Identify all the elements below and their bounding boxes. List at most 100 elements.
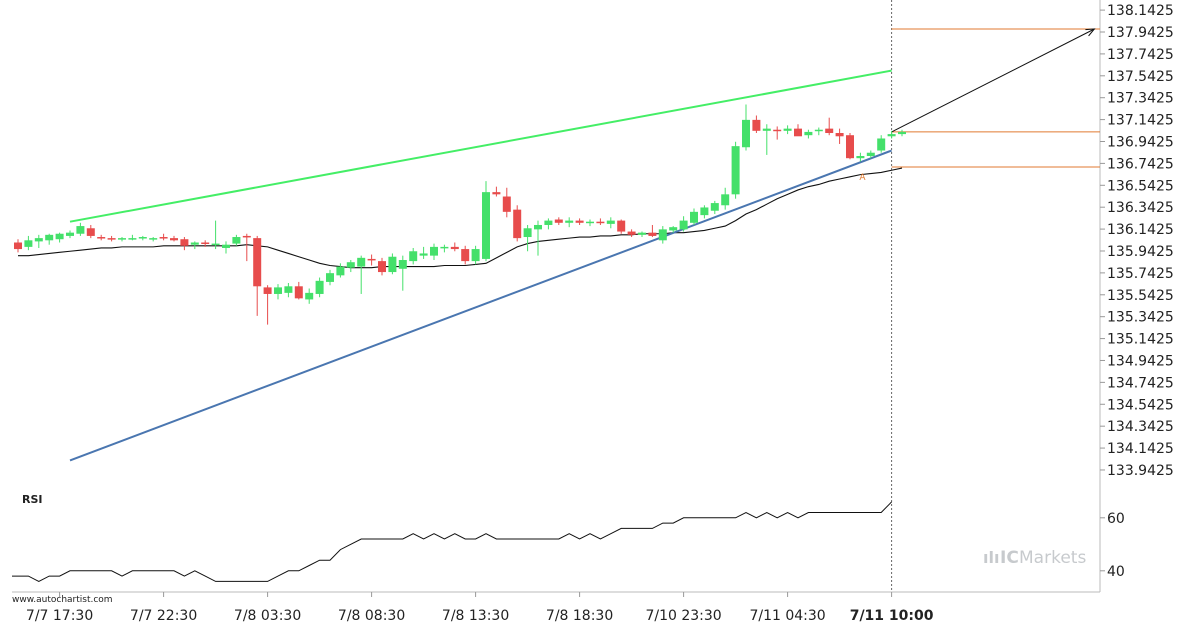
candle-body [513,209,522,239]
candle-body [471,249,480,262]
candle-body [523,228,532,238]
candle-body [222,244,230,248]
x-tick-label: 7/8 08:30 [338,608,405,624]
candle-body [627,231,636,235]
candle-body [762,128,771,131]
candle-body [794,128,802,137]
candle-body [201,242,210,244]
candle-body [690,211,698,223]
candle-body [138,237,147,239]
y-tick-label: 137.9425 [1107,25,1174,41]
logo-ic: IC [1000,548,1019,568]
candle-body [804,131,813,136]
candle-body [253,238,262,287]
x-tick-label: 7/8 18:30 [546,608,613,624]
candle-body [180,239,189,246]
forecast-arrow-head [1085,28,1096,37]
candle-body [211,243,220,246]
candle-body [669,227,678,231]
candle-body [263,287,272,294]
y-tick-label: 135.1425 [1107,332,1174,348]
candle-body [450,246,459,250]
y-tick-label: 135.3425 [1107,310,1174,326]
rsi-line [12,501,892,582]
candle-body [721,194,730,206]
y-tick-label: 136.5425 [1107,178,1174,194]
candle-body [710,203,719,211]
candle-body [190,242,199,245]
logo-markets: Markets [1019,548,1086,568]
candle-body [398,260,407,269]
logo-bars-icon: ılı [983,548,999,567]
candle-body [388,256,397,273]
candle-body [482,192,490,259]
y-tick-label: 137.3425 [1107,91,1174,107]
candle-body [86,228,95,236]
x-tick-label: 7/11 04:30 [749,608,825,624]
y-tick-label: 133.9425 [1107,463,1174,479]
overlay-layer: A [18,0,1100,592]
candle-body [97,237,106,239]
candle-body [409,251,418,262]
candle-body [648,232,657,236]
candle-body [149,238,158,240]
candle-body [554,219,563,223]
candle-body [232,237,241,244]
candle-body [887,134,896,137]
x-tick-label: 7/8 13:30 [442,608,509,624]
rsi-y-tick-label: 60 [1107,511,1125,527]
x-tick-label: 7/8 03:30 [234,608,301,624]
candle-body [294,286,303,299]
source-credit: www.autochartist.com [12,595,113,605]
candle-body [783,128,792,131]
candle-body [24,240,33,247]
candle-body [284,286,293,293]
candle-body [492,192,501,195]
candle-body [305,292,314,300]
candle-body [76,226,85,234]
pattern-marker-label: A [859,173,866,183]
candle-body [66,232,74,236]
candle-body [461,249,470,262]
candle-body [336,266,345,276]
forecast-arrow-line [891,28,1095,133]
moving-average-line [18,167,903,269]
broker-logo: ılı IC Markets [983,548,1086,568]
candle-body [34,238,43,242]
y-tick-label: 135.5425 [1107,288,1174,304]
candle-body [866,152,875,157]
candle-body [638,232,646,235]
candle-body [159,237,168,239]
x-tick-label: 7/10 23:30 [645,608,721,624]
candle-body [700,207,709,216]
candle-body [326,273,334,282]
x-tick-label: 7/7 22:30 [130,608,197,624]
y-tick-label: 134.9425 [1107,353,1174,369]
y-tick-label: 137.1425 [1107,113,1174,129]
candle-body [658,229,667,241]
y-tick-label: 134.7425 [1107,375,1174,391]
support-trend-line [69,149,892,462]
grid-layer [12,0,1101,593]
candle-body [565,220,574,223]
candle-body [814,129,823,132]
candle-body [170,238,178,241]
y-tick-label: 134.5425 [1107,397,1174,413]
candle-body [898,131,906,135]
y-tick-label: 136.9425 [1107,134,1174,150]
candle-body [596,221,605,224]
y-tick-label: 134.1425 [1107,441,1174,457]
candle-body [752,119,761,131]
rsi-y-tick-label: 40 [1107,564,1125,580]
candle-body [586,221,594,224]
candle-body [773,129,782,132]
candle-body [14,242,22,250]
y-tick-label: 136.1425 [1107,222,1174,238]
y-tick-label: 138.1425 [1107,3,1174,19]
candle-body [118,238,126,240]
candle-body [430,246,438,256]
rsi-layer [12,501,892,582]
candle-body [502,196,511,212]
